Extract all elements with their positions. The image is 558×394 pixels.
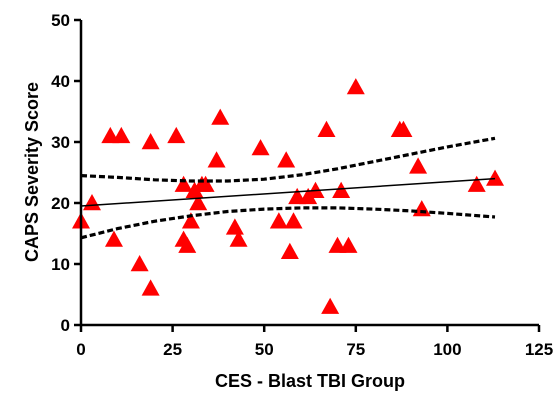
y-tick-label: 10 — [51, 255, 70, 274]
data-point — [269, 212, 288, 229]
lower-confidence-band — [80, 206, 496, 240]
data-point — [167, 126, 186, 144]
data-point — [346, 78, 365, 95]
chart-marks — [72, 78, 505, 314]
data-point — [486, 169, 505, 186]
data-point — [321, 297, 340, 314]
data-point — [251, 139, 270, 156]
data-point — [174, 175, 193, 192]
data-point — [211, 108, 230, 125]
x-tick-label: 100 — [433, 340, 461, 359]
x-tick-label: 125 — [525, 340, 553, 359]
x-tick-label: 75 — [346, 340, 365, 359]
data-point — [394, 120, 413, 137]
data-point — [467, 175, 486, 192]
data-points — [72, 78, 505, 314]
data-point — [196, 175, 215, 192]
regression-line — [80, 177, 496, 207]
data-point — [141, 279, 160, 296]
data-point — [130, 255, 149, 272]
upper-confidence-band — [80, 136, 496, 183]
data-point — [104, 230, 123, 247]
data-point — [82, 194, 101, 211]
y-tick-label: 40 — [51, 72, 70, 91]
x-tick-label: 25 — [163, 340, 182, 359]
y-tick-label: 20 — [51, 194, 70, 213]
y-tick-label: 30 — [51, 133, 70, 152]
data-point — [189, 194, 208, 211]
chart-axes: 0 10 20 30 40 50 0 25 50 75 100 125 — [51, 11, 553, 359]
data-point — [178, 236, 197, 253]
data-point — [339, 236, 358, 253]
y-tick-label: 0 — [61, 316, 70, 335]
data-point — [412, 200, 431, 217]
data-point — [277, 151, 296, 168]
data-point — [280, 242, 299, 259]
data-point — [181, 212, 200, 229]
y-tick-label: 50 — [51, 11, 70, 30]
data-point — [409, 157, 428, 174]
data-point — [141, 133, 160, 150]
data-point — [284, 212, 303, 229]
x-tick-label: 0 — [76, 340, 85, 359]
data-point — [207, 151, 226, 168]
data-point — [317, 120, 336, 137]
data-point — [225, 218, 244, 235]
x-axis-title: CES - Blast TBI Group — [215, 371, 405, 391]
x-tick-label: 50 — [255, 340, 274, 359]
data-point — [229, 230, 248, 247]
data-point — [112, 126, 131, 144]
data-point — [332, 181, 351, 198]
y-axis-title: CAPS Severity Score — [22, 82, 42, 262]
